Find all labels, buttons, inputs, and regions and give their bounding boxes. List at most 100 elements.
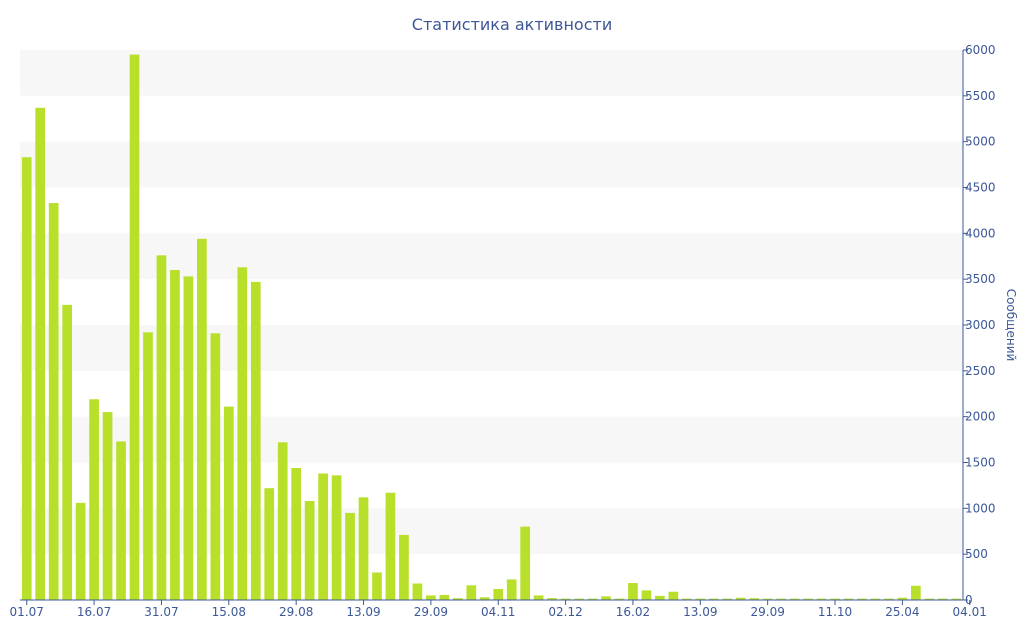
y-tick-label: 1000	[965, 501, 996, 515]
bar[interactable]	[48, 203, 59, 601]
bar[interactable]	[62, 304, 72, 600]
y-tick-label: 4000	[965, 226, 996, 240]
y-tick-label: 3000	[965, 318, 996, 332]
bar[interactable]	[614, 598, 625, 600]
bar[interactable]	[762, 598, 773, 600]
bar[interactable]	[695, 598, 706, 600]
bar[interactable]	[385, 492, 396, 600]
y-tick-label: 3500	[965, 272, 996, 286]
bar[interactable]	[129, 54, 140, 601]
y-tick-label: 0	[965, 593, 973, 607]
bar[interactable]	[318, 473, 328, 601]
x-tick-label: 04.11	[481, 605, 515, 619]
bar[interactable]	[412, 583, 423, 601]
bar[interactable]	[21, 157, 32, 600]
bar[interactable]	[183, 276, 194, 600]
bar[interactable]	[399, 534, 409, 600]
bar[interactable]	[372, 572, 382, 601]
bar[interactable]	[170, 270, 180, 600]
bar[interactable]	[264, 488, 275, 600]
y-tick-label: 2000	[965, 410, 996, 424]
x-tick-label: 11.10	[818, 605, 852, 619]
bar[interactable]	[830, 598, 840, 600]
grid-band	[20, 141, 963, 188]
bar[interactable]	[641, 590, 652, 600]
bar[interactable]	[735, 597, 746, 600]
bar[interactable]	[857, 598, 867, 600]
bar[interactable]	[749, 598, 760, 600]
y-tick-label: 4500	[965, 181, 996, 195]
bar[interactable]	[587, 598, 598, 600]
y-axis: 0 500 1000 1500 2000 2500 3000 3500 4000 4500 5000…	[962, 43, 996, 607]
bar[interactable]	[897, 597, 908, 600]
bar[interactable]	[116, 441, 126, 600]
bar[interactable]	[870, 598, 881, 600]
grid-band	[20, 50, 963, 96]
x-tick-label: 04.01	[953, 605, 987, 619]
y-tick-label: 5000	[965, 135, 996, 149]
bar[interactable]	[628, 583, 638, 600]
bar[interactable]	[843, 598, 854, 600]
bar[interactable]	[924, 598, 935, 600]
y-tick-label: 5500	[965, 89, 996, 103]
bar[interactable]	[506, 579, 517, 600]
bar[interactable]	[75, 502, 86, 600]
bar[interactable]	[681, 598, 692, 600]
bar[interactable]	[358, 497, 369, 600]
bar[interactable]	[439, 594, 450, 600]
bar[interactable]	[479, 597, 490, 600]
bar[interactable]	[655, 595, 665, 600]
bar[interactable]	[277, 442, 288, 600]
bar[interactable]	[250, 281, 261, 600]
bar[interactable]	[668, 591, 679, 600]
y-axis-label: Сообщений	[1004, 289, 1018, 362]
x-tick-label: 29.09	[750, 605, 784, 619]
y-tick-label: 2500	[965, 364, 996, 378]
x-tick-label: 02.12	[548, 605, 582, 619]
bar[interactable]	[601, 596, 611, 600]
bar[interactable]	[156, 255, 167, 601]
bar[interactable]	[574, 598, 584, 600]
bar[interactable]	[803, 598, 813, 600]
bar[interactable]	[520, 526, 531, 600]
bar[interactable]	[197, 238, 207, 601]
bar[interactable]	[35, 107, 46, 600]
bar[interactable]	[533, 595, 544, 600]
bar[interactable]	[237, 267, 248, 600]
bar[interactable]	[951, 598, 962, 600]
bar[interactable]	[143, 332, 153, 600]
bar[interactable]	[708, 598, 719, 600]
bar[interactable]	[911, 585, 921, 600]
bar[interactable]	[223, 406, 234, 600]
bar[interactable]	[789, 598, 800, 600]
x-tick-label: 16.07	[77, 605, 111, 619]
x-axis: 01.07 16.07 31.07 15.08 29.08 13.09 29.09 04.11…	[10, 599, 987, 619]
bars	[21, 54, 962, 601]
x-tick-label: 31.07	[144, 605, 178, 619]
bar[interactable]	[331, 475, 342, 600]
x-tick-label: 13.09	[346, 605, 380, 619]
bar[interactable]	[210, 333, 221, 600]
bar[interactable]	[452, 598, 463, 600]
bar[interactable]	[466, 585, 477, 600]
bar[interactable]	[345, 512, 355, 600]
bar[interactable]	[493, 589, 504, 600]
x-tick-label: 29.08	[279, 605, 313, 619]
bar[interactable]	[776, 598, 786, 600]
bar[interactable]	[291, 468, 302, 600]
x-tick-label: 13.09	[683, 605, 717, 619]
x-tick-label: 29.09	[414, 605, 448, 619]
bar[interactable]	[426, 595, 436, 600]
bar[interactable]	[102, 412, 113, 600]
bar[interactable]	[722, 598, 733, 600]
bar[interactable]	[560, 598, 571, 600]
x-tick-label: 16.02	[616, 605, 650, 619]
bar[interactable]	[304, 501, 315, 600]
bar[interactable]	[547, 598, 557, 600]
bar[interactable]	[816, 598, 827, 600]
bar[interactable]	[89, 399, 99, 600]
bar[interactable]	[937, 598, 948, 600]
x-tick-label: 01.07	[10, 605, 44, 619]
bar[interactable]	[884, 598, 894, 600]
